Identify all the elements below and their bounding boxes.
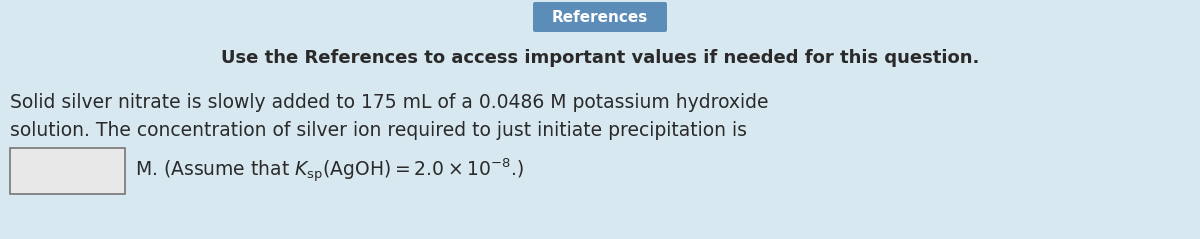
Text: M. (Assume that $K_\mathrm{sp}(\mathrm{AgOH}) = 2.0 \times 10^{-8}$.): M. (Assume that $K_\mathrm{sp}(\mathrm{A…: [134, 157, 524, 185]
FancyBboxPatch shape: [533, 2, 667, 32]
Text: Use the References to access important values if needed for this question.: Use the References to access important v…: [221, 49, 979, 67]
Text: solution. The concentration of silver ion required to just initiate precipitatio: solution. The concentration of silver io…: [10, 120, 746, 140]
FancyBboxPatch shape: [10, 148, 125, 194]
Text: Solid silver nitrate is slowly added to 175 mL of a 0.0486 M potassium hydroxide: Solid silver nitrate is slowly added to …: [10, 92, 768, 112]
Text: References: References: [552, 10, 648, 25]
